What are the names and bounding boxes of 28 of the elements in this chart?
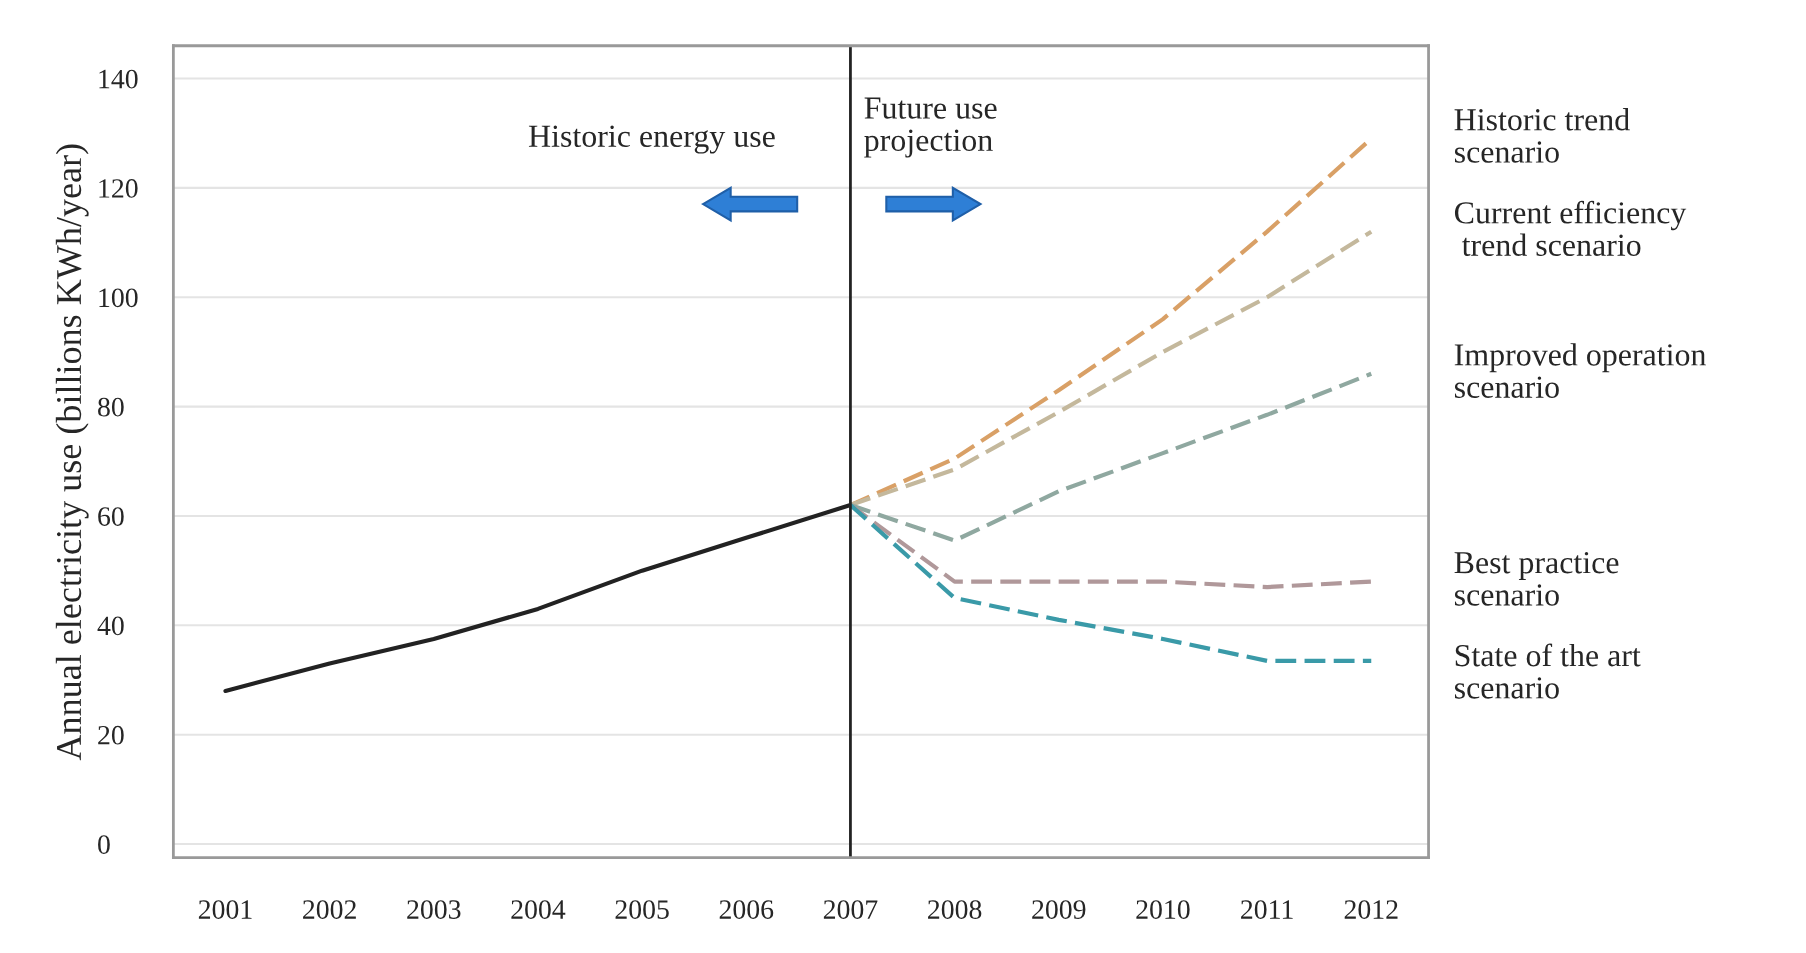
x-tick-label: 2010 (1136, 900, 1190, 919)
x-tick-label: 2002 (303, 900, 356, 919)
y-axis-title: Annual electricity use (billions KWh/year) (55, 144, 89, 761)
x-tick-label: 2009 (1032, 900, 1086, 919)
x-tick-label: 2005 (615, 900, 669, 919)
x-tick-label: 2004 (511, 900, 566, 919)
text: Improved operation scenario (1454, 343, 1706, 398)
y-tick-label: 40 (97, 616, 124, 636)
x-tick-label: 2003 (407, 900, 461, 919)
y-tick-label: 80 (98, 397, 124, 417)
text: Historic trend scenario (1454, 108, 1630, 163)
y-tick-label: 0 (98, 835, 110, 854)
text: State of the art scenario (1454, 643, 1641, 699)
y-tick-label: 20 (98, 725, 124, 745)
x-tick-label: 2011 (1241, 900, 1293, 919)
text: Current efficiency trend scenario (1454, 200, 1687, 256)
annotation: Historic energy use (528, 125, 775, 154)
y-tick-label: 100 (99, 288, 138, 308)
annotation: Future use projection (864, 97, 997, 158)
y-tick-label: 60 (98, 507, 124, 526)
x-tick-label: 2007 (823, 900, 878, 919)
x-tick-label: 2008 (928, 900, 982, 919)
text: Best practice scenario (1454, 551, 1619, 606)
x-tick-label: 2001 (198, 900, 252, 919)
x-tick-label: 2006 (719, 900, 774, 919)
x-tick-label: 2012 (1344, 900, 1398, 919)
y-tick-label: 140 (99, 69, 138, 89)
y-tick-label: 120 (99, 179, 138, 198)
